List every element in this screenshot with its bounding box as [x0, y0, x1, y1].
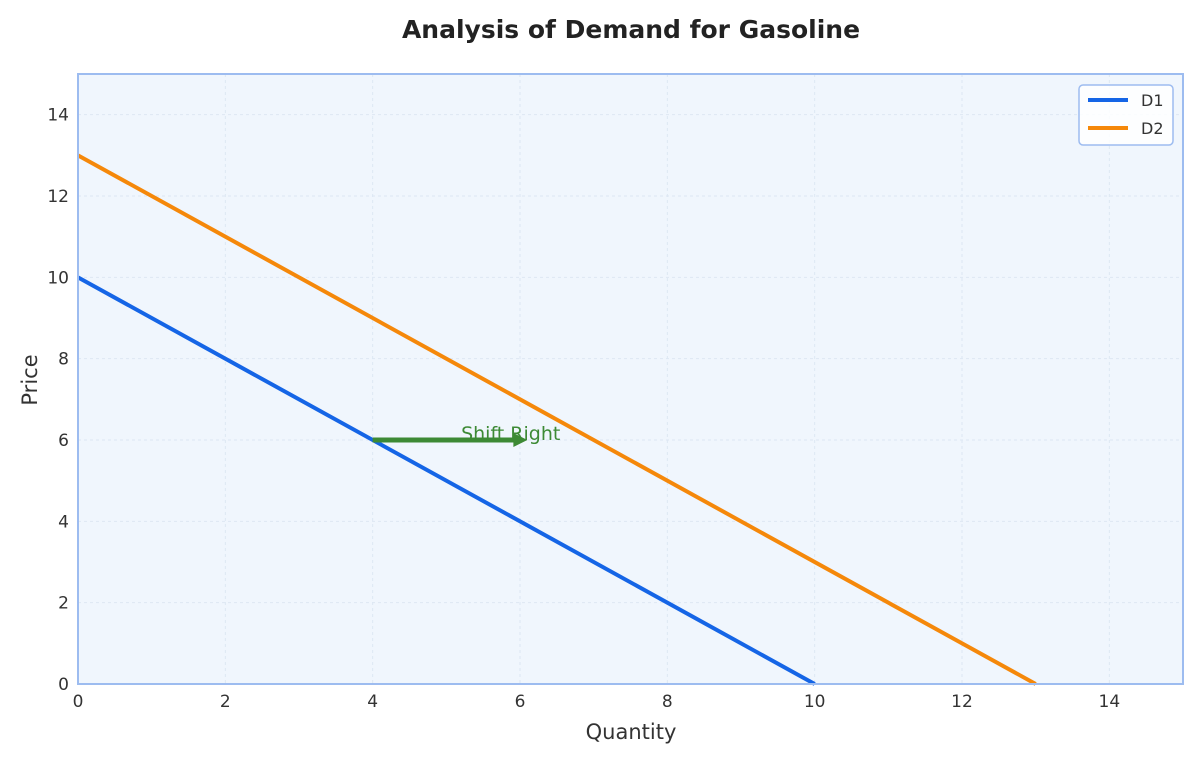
y-axis-ticks: 0 2 4 6 8 10 12 14 — [47, 106, 69, 695]
chart-title: Analysis of Demand for Gasoline — [402, 15, 860, 44]
y-tick-label: 6 — [58, 431, 69, 451]
x-tick-label: 8 — [662, 692, 673, 712]
annotation-layer: Shift Right — [372, 423, 560, 447]
series-line-d1 — [77, 275, 816, 686]
y-tick-label: 4 — [58, 512, 69, 532]
plot-area — [78, 74, 1183, 684]
x-axis-label: Quantity — [586, 720, 677, 744]
y-tick-label: 8 — [58, 350, 69, 370]
y-tick-label: 0 — [58, 675, 69, 695]
series-line-d2 — [77, 153, 1037, 686]
y-axis-label: Price — [18, 354, 42, 405]
y-tick-label: 10 — [47, 268, 69, 288]
grid — [78, 74, 1183, 684]
x-tick-label: 10 — [804, 692, 826, 712]
plot-border — [77, 73, 1184, 685]
x-tick-label: 6 — [515, 692, 526, 712]
x-axis-ticks: 0 2 4 6 8 10 12 14 — [73, 692, 1121, 712]
x-tick-label: 4 — [367, 692, 378, 712]
x-tick-label: 12 — [951, 692, 973, 712]
series-layer — [77, 153, 1037, 686]
legend-label-d1: D1 — [1141, 91, 1164, 110]
annotation-text: Shift Right — [461, 423, 560, 445]
x-tick-label: 14 — [1099, 692, 1121, 712]
legend-label-d2: D2 — [1141, 119, 1164, 138]
x-tick-label: 2 — [220, 692, 231, 712]
y-tick-label: 12 — [47, 187, 69, 207]
x-tick-label: 0 — [73, 692, 84, 712]
y-tick-label: 14 — [47, 106, 69, 126]
y-tick-label: 2 — [58, 594, 69, 614]
shift-arrow-head — [513, 433, 528, 447]
